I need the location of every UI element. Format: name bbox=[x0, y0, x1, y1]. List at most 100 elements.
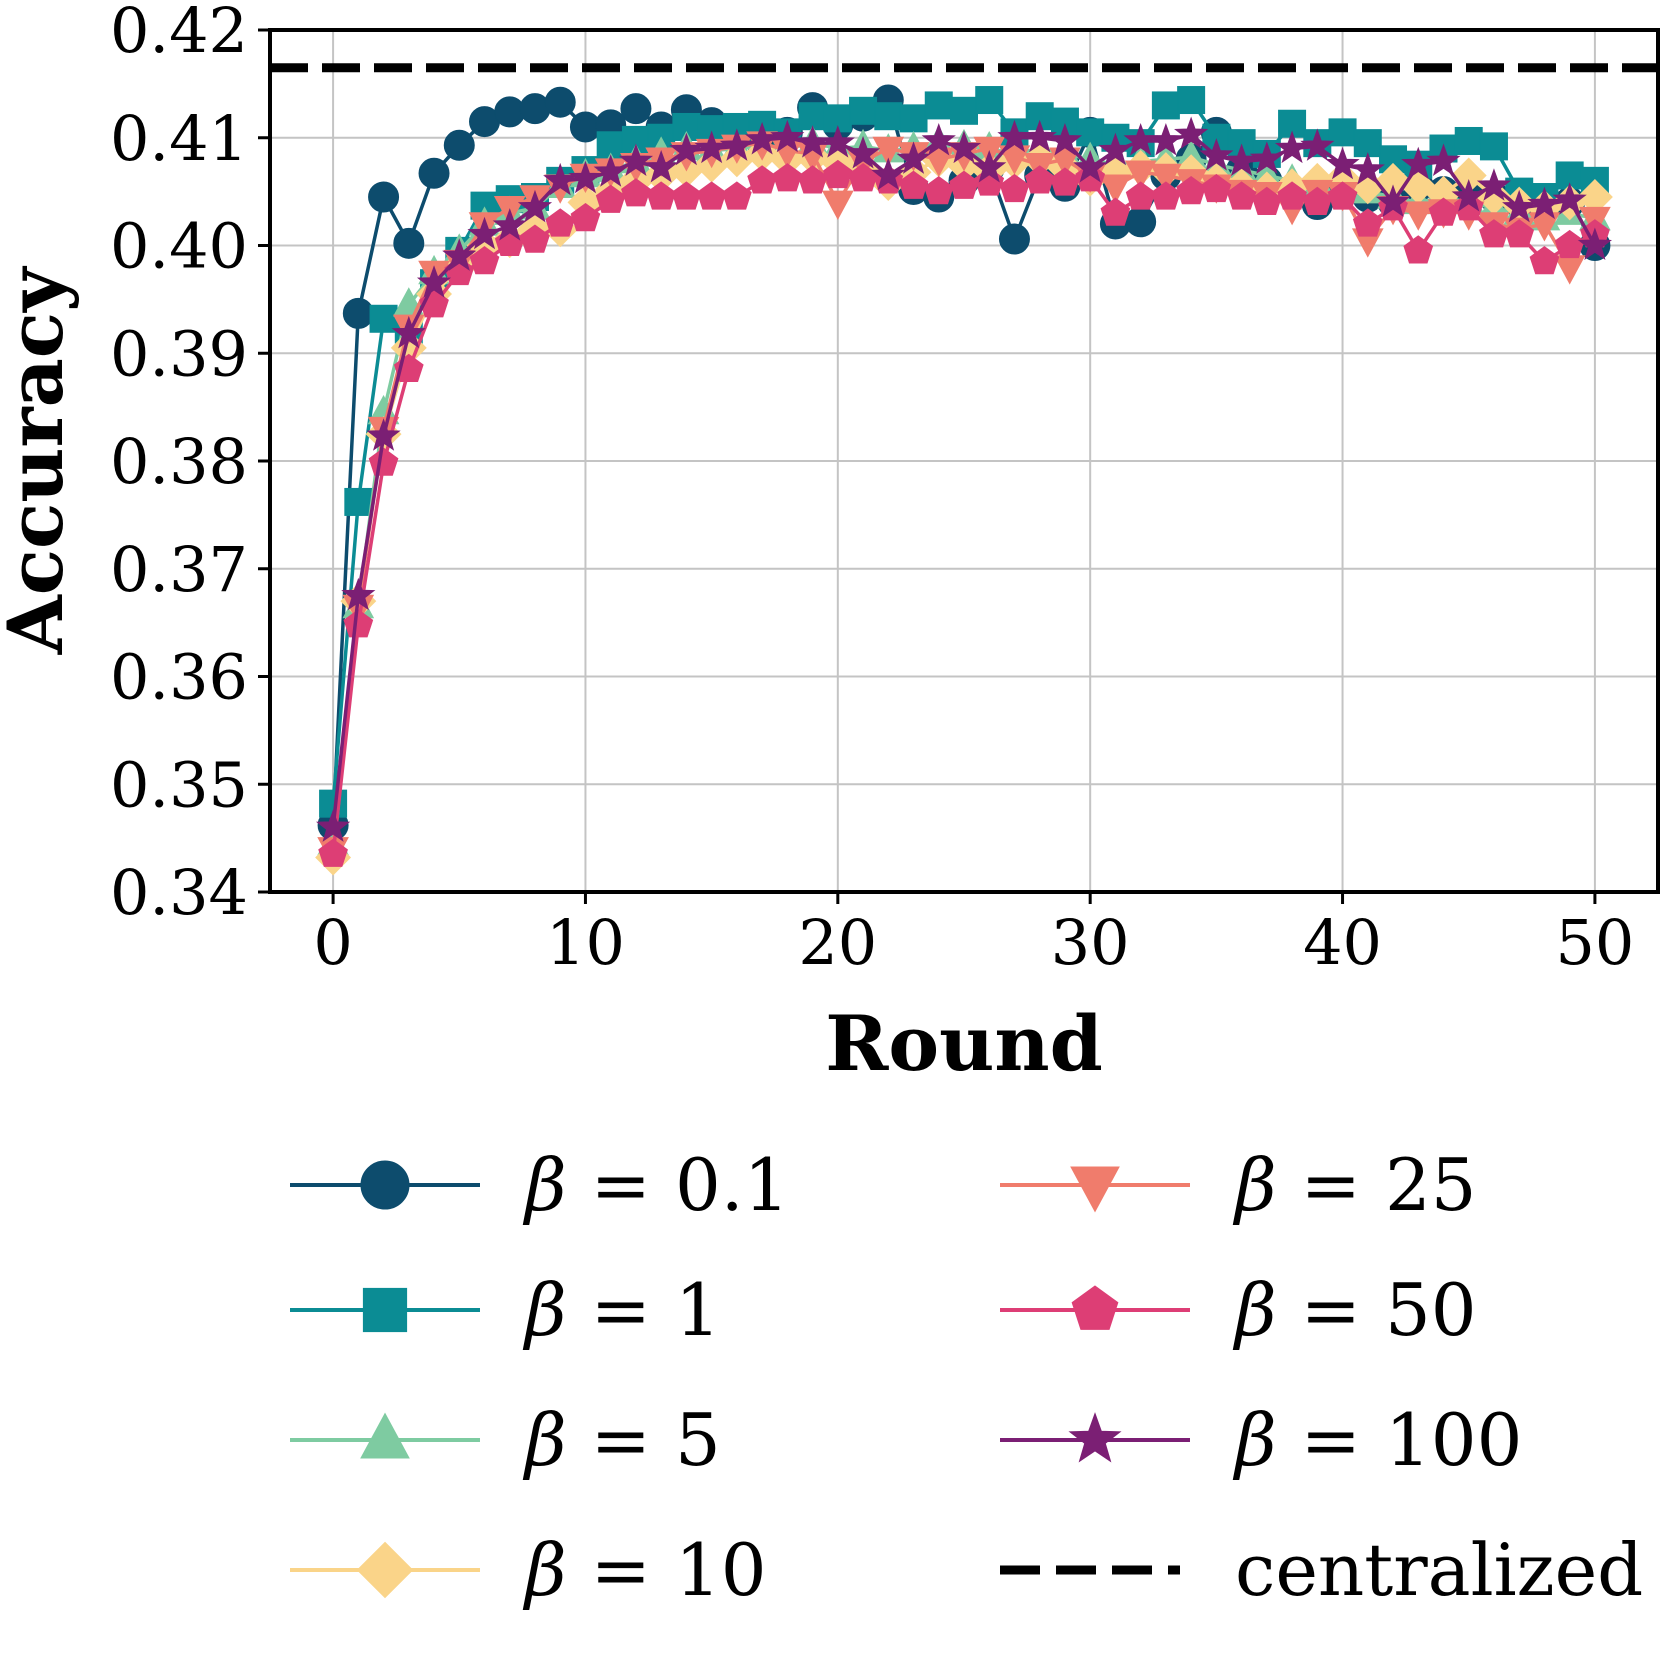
legend-symbol: β bbox=[522, 1398, 567, 1482]
legend-label: β = 0.1 bbox=[522, 1143, 789, 1227]
legend-marker bbox=[1071, 1285, 1119, 1330]
data-point bbox=[950, 96, 978, 125]
legend: β = 0.1 β = 1 β = 5 β = 10 β = 25 β = 50 β = 100 centralized bbox=[290, 1143, 1643, 1612]
legend-entry: β = 5 bbox=[290, 1398, 721, 1482]
data-point bbox=[772, 163, 803, 192]
data-point bbox=[1150, 163, 1182, 194]
legend-marker bbox=[356, 1541, 414, 1599]
data-point bbox=[1325, 146, 1360, 180]
data-point bbox=[646, 181, 677, 210]
data-point bbox=[416, 265, 452, 298]
y-axis-ticks: 0.34 0.35 0.36 0.37 0.38 0.39 0.40 0.41 0.42 bbox=[110, 0, 270, 929]
data-point bbox=[1300, 128, 1335, 161]
series-line bbox=[331, 173, 1596, 855]
x-tick-label: 20 bbox=[798, 906, 877, 979]
data-point bbox=[1099, 174, 1132, 204]
data-point bbox=[570, 202, 601, 232]
data-point bbox=[1528, 212, 1561, 242]
legend-entry: centralized bbox=[1000, 1528, 1643, 1612]
x-tick-label: 40 bbox=[1303, 906, 1382, 979]
data-point bbox=[544, 86, 576, 118]
data-point bbox=[442, 238, 477, 271]
x-axis-ticks: 0 10 20 30 40 50 bbox=[313, 892, 1634, 979]
data-point bbox=[391, 315, 426, 349]
data-point bbox=[595, 184, 626, 213]
legend-equals: = bbox=[591, 1398, 651, 1482]
y-tick-label: 0.38 bbox=[110, 425, 248, 498]
legend-entry: β = 0.1 bbox=[290, 1143, 789, 1227]
legend-equals: = bbox=[1301, 1398, 1361, 1482]
data-point bbox=[719, 128, 754, 161]
legend-value: 0.1 bbox=[675, 1143, 790, 1227]
data-point bbox=[1125, 181, 1156, 210]
data-point bbox=[1277, 181, 1307, 210]
data-point bbox=[443, 129, 475, 161]
x-axis-title: Round bbox=[825, 999, 1103, 1088]
data-point bbox=[343, 609, 374, 638]
data-point bbox=[1577, 227, 1613, 261]
data-point bbox=[1174, 116, 1209, 150]
legend-label: β = 50 bbox=[1232, 1268, 1477, 1352]
data-point bbox=[1249, 141, 1284, 174]
data-point bbox=[342, 297, 374, 329]
data-point bbox=[1226, 181, 1257, 210]
y-tick-label: 0.40 bbox=[110, 210, 248, 283]
data-point bbox=[1125, 206, 1157, 238]
data-point bbox=[1401, 146, 1436, 180]
data-point bbox=[621, 178, 651, 207]
series-layer bbox=[315, 84, 1613, 876]
data-point bbox=[1124, 160, 1157, 190]
data-point bbox=[874, 102, 903, 131]
data-point bbox=[898, 170, 929, 199]
data-point bbox=[341, 577, 376, 611]
x-tick-label: 10 bbox=[546, 906, 625, 979]
data-point bbox=[368, 181, 400, 213]
data-point bbox=[1504, 219, 1535, 248]
data-point bbox=[366, 418, 401, 451]
y-tick-label: 0.34 bbox=[110, 856, 248, 929]
data-point bbox=[492, 208, 527, 241]
data-point bbox=[946, 130, 982, 164]
data-point bbox=[467, 216, 502, 250]
data-point bbox=[1047, 123, 1083, 156]
x-tick-label: 30 bbox=[1051, 906, 1130, 979]
legend-marker bbox=[360, 1160, 410, 1210]
y-tick-label: 0.36 bbox=[110, 641, 248, 714]
legend-symbol: β bbox=[522, 1528, 567, 1612]
y-tick-label: 0.41 bbox=[110, 102, 248, 175]
data-point bbox=[1402, 201, 1435, 231]
data-point bbox=[871, 157, 906, 191]
legend-label: β = 1 bbox=[522, 1268, 721, 1352]
legend-marker bbox=[360, 1412, 410, 1459]
legend-entry: β = 10 bbox=[290, 1528, 767, 1612]
data-point bbox=[1075, 163, 1106, 192]
data-point bbox=[344, 487, 373, 516]
series-6 bbox=[315, 116, 1613, 842]
data-point bbox=[517, 189, 553, 223]
data-point bbox=[1151, 91, 1180, 120]
data-point bbox=[644, 149, 679, 183]
legend-label: β = 25 bbox=[1232, 1143, 1477, 1227]
x-tick-label: 50 bbox=[1555, 906, 1634, 979]
data-point bbox=[369, 304, 398, 333]
data-point bbox=[368, 447, 399, 476]
data-point bbox=[1350, 152, 1385, 185]
series-line bbox=[331, 152, 1596, 858]
data-point bbox=[1502, 189, 1537, 223]
data-point bbox=[872, 136, 905, 167]
legend-entry: β = 25 bbox=[1000, 1143, 1477, 1227]
data-point bbox=[899, 104, 928, 133]
legend-label: β = 5 bbox=[522, 1398, 721, 1482]
legend-label: β = 10 bbox=[522, 1528, 767, 1612]
legend-symbol: β bbox=[1232, 1398, 1277, 1482]
data-point bbox=[1554, 229, 1585, 259]
data-point bbox=[999, 173, 1030, 203]
legend-symbol: β bbox=[1232, 1268, 1277, 1352]
legend-symbol: β bbox=[522, 1143, 567, 1227]
y-tick-label: 0.42 bbox=[110, 0, 248, 67]
data-point bbox=[921, 123, 956, 156]
data-point bbox=[924, 91, 953, 120]
data-point bbox=[315, 809, 351, 842]
legend-marker bbox=[1068, 1412, 1122, 1463]
